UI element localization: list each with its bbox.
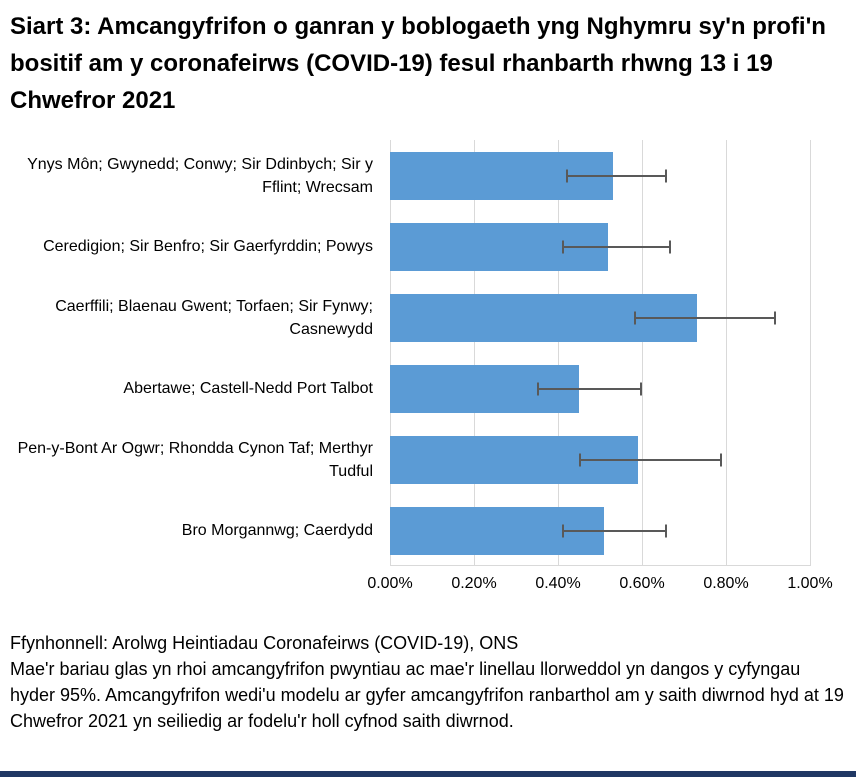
ci-cap-left	[562, 524, 565, 537]
ci-cap-left	[537, 382, 539, 395]
ci-cap-right	[665, 524, 668, 537]
chart-row: Ceredigion; Sir Benfro; Sir Gaerfyrddin;…	[0, 211, 856, 282]
confidence-interval-whisker	[562, 240, 672, 253]
bottom-accent-rule	[0, 771, 856, 777]
bar-rows: Ynys Môn; Gwynedd; Conwy; Sir Ddinbych; …	[0, 140, 856, 566]
x-axis-line	[390, 565, 810, 566]
gridline	[726, 140, 727, 566]
gridline	[558, 140, 559, 566]
note-text: Mae'r bariau glas yn rhoi amcangyfrifon …	[10, 659, 844, 731]
ci-cap-left	[562, 240, 565, 253]
x-tick-label: 0.00%	[367, 575, 413, 592]
ci-cap-right	[640, 382, 642, 395]
bar-track	[390, 211, 810, 282]
gridline	[474, 140, 475, 566]
bar-track	[390, 140, 810, 211]
chart-row: Abertawe; Castell-Nedd Port Talbot	[0, 353, 856, 424]
gridline	[642, 140, 643, 566]
category-label: Bro Morgannwg; Caerdydd	[181, 522, 373, 539]
confidence-interval-whisker	[537, 382, 642, 395]
ci-cap-right	[665, 169, 668, 182]
ci-cap-right	[669, 240, 672, 253]
confidence-interval-whisker	[633, 311, 777, 324]
confidence-interval-whisker	[562, 524, 668, 537]
x-tick-label: 0.20%	[451, 575, 497, 592]
bar-track	[390, 495, 810, 566]
confidence-interval-whisker	[566, 169, 668, 182]
chart-row: Pen-y-Bont Ar Ogwr; Rhondda Cynon Taf; M…	[0, 424, 856, 495]
source-text: Ffynhonnell: Arolwg Heintiadau Coronafei…	[10, 633, 519, 653]
category-label: Ceredigion; Sir Benfro; Sir Gaerfyrddin;…	[43, 238, 373, 255]
category-label: Pen-y-Bont Ar Ogwr; Rhondda Cynon Taf; M…	[17, 439, 373, 480]
category-label: Caerffili; Blaenau Gwent; Torfaen; Sir F…	[55, 297, 373, 338]
bar-chart: Ynys Môn; Gwynedd; Conwy; Sir Ddinbych; …	[0, 140, 856, 604]
confidence-interval-whisker	[579, 453, 722, 466]
chart-row: Bro Morgannwg; Caerdydd	[0, 495, 856, 566]
x-tick-label: 0.40%	[535, 575, 581, 592]
bar-track	[390, 353, 810, 424]
gridline	[390, 140, 391, 566]
bar-track	[390, 424, 810, 495]
plot-area	[390, 140, 811, 566]
x-axis-tick-labels: 0.00% 0.20% 0.40% 0.60% 0.80% 1.00%	[367, 566, 832, 604]
ci-cap-right	[719, 453, 722, 466]
footer: Ffynhonnell: Arolwg Heintiadau Coronafei…	[10, 630, 848, 734]
x-tick-label: 0.80%	[703, 575, 749, 592]
x-tick-label: 1.00%	[787, 575, 833, 592]
ci-cap-right	[774, 311, 777, 324]
chart-title: Siart 3: Amcangyfrifon o ganran y boblog…	[10, 13, 826, 114]
chart-row: Ynys Môn; Gwynedd; Conwy; Sir Ddinbych; …	[0, 140, 856, 211]
x-tick-label: 0.60%	[619, 575, 665, 592]
bar-track	[390, 282, 810, 353]
ci-cap-left	[579, 453, 581, 466]
ci-cap-left	[633, 311, 636, 324]
category-label: Abertawe; Castell-Nedd Port Talbot	[123, 380, 373, 397]
chart-row: Caerffili; Blaenau Gwent; Torfaen; Sir F…	[0, 282, 856, 353]
category-label: Ynys Môn; Gwynedd; Conwy; Sir Ddinbych; …	[27, 155, 373, 196]
ci-cap-left	[566, 169, 569, 182]
gridline	[810, 140, 811, 566]
